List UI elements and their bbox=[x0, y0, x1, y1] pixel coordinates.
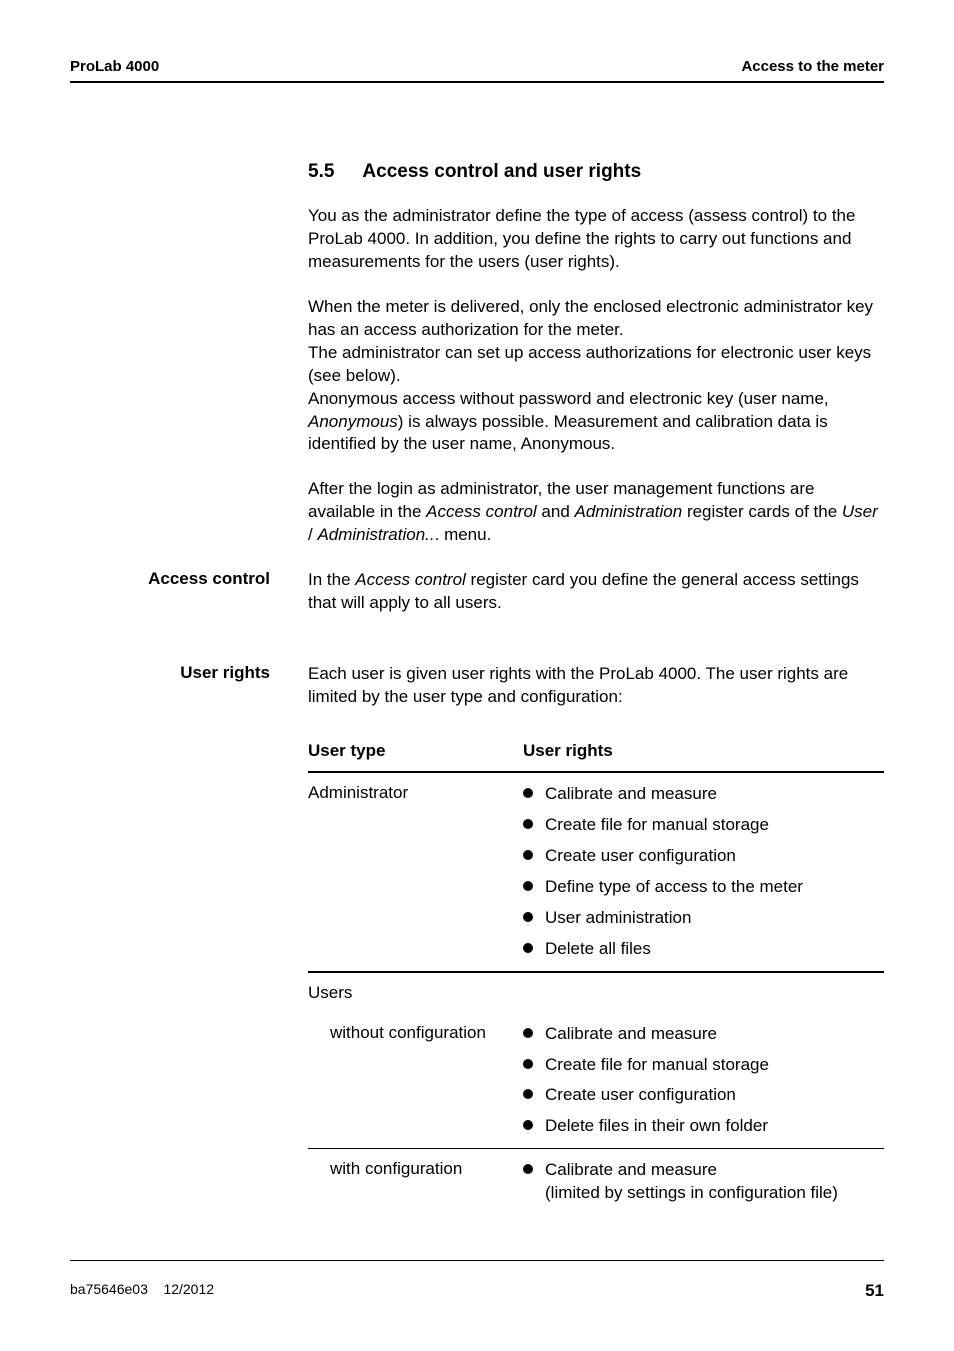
section-heading: 5.5 Access control and user rights bbox=[308, 161, 884, 183]
list-item: Create file for manual storage bbox=[523, 814, 874, 837]
list-item: Define type of access to the meter bbox=[523, 876, 874, 899]
intro-paragraph-1: You as the administrator define the type… bbox=[308, 205, 884, 274]
intro-paragraph-3: After the login as administrator, the us… bbox=[308, 478, 884, 547]
without-config-label: without configuration bbox=[308, 1013, 523, 1149]
section-title-text: Access control and user rights bbox=[362, 161, 641, 182]
list-item: Calibrate and measure bbox=[523, 783, 874, 806]
list-item: Calibrate and measure bbox=[523, 1023, 874, 1046]
intro-paragraph-2: When the meter is delivered, only the en… bbox=[308, 296, 884, 457]
list-item: Delete all files bbox=[523, 938, 874, 961]
list-item: User administration bbox=[523, 907, 874, 930]
user-rights-label: User rights bbox=[70, 663, 270, 683]
table-header-right: User rights bbox=[523, 731, 884, 772]
list-item: Create user configuration bbox=[523, 1084, 874, 1107]
list-item: Delete files in their own folder bbox=[523, 1115, 874, 1138]
admin-row-label: Administrator bbox=[308, 772, 523, 972]
with-config-rights: Calibrate and measure (limited by settin… bbox=[523, 1149, 884, 1215]
footer-left: ba75646e03 12/2012 bbox=[70, 1281, 214, 1301]
footer-page-number: 51 bbox=[865, 1281, 884, 1301]
page-footer: ba75646e03 12/2012 51 bbox=[70, 1260, 884, 1301]
list-item: Calibrate and measure (limited by settin… bbox=[523, 1159, 874, 1205]
list-item: Create user configuration bbox=[523, 845, 874, 868]
table-header-left: User type bbox=[308, 731, 523, 772]
without-config-rights: Calibrate and measure Create file for ma… bbox=[523, 1013, 884, 1149]
admin-row-rights: Calibrate and measure Create file for ma… bbox=[523, 772, 884, 972]
list-item: Create file for manual storage bbox=[523, 1054, 874, 1077]
access-control-text: In the Access control register card you … bbox=[308, 569, 884, 615]
user-rights-table: User type User rights Administrator Cali… bbox=[308, 731, 884, 1215]
header-left: ProLab 4000 bbox=[70, 58, 159, 75]
header-right: Access to the meter bbox=[741, 58, 884, 75]
with-config-label: with configuration bbox=[308, 1149, 523, 1215]
access-control-label: Access control bbox=[70, 569, 270, 589]
page-header: ProLab 4000 Access to the meter bbox=[70, 58, 884, 83]
user-rights-intro: Each user is given user rights with the … bbox=[308, 663, 884, 709]
users-row-label: Users bbox=[308, 972, 523, 1013]
section-number: 5.5 bbox=[308, 161, 334, 183]
